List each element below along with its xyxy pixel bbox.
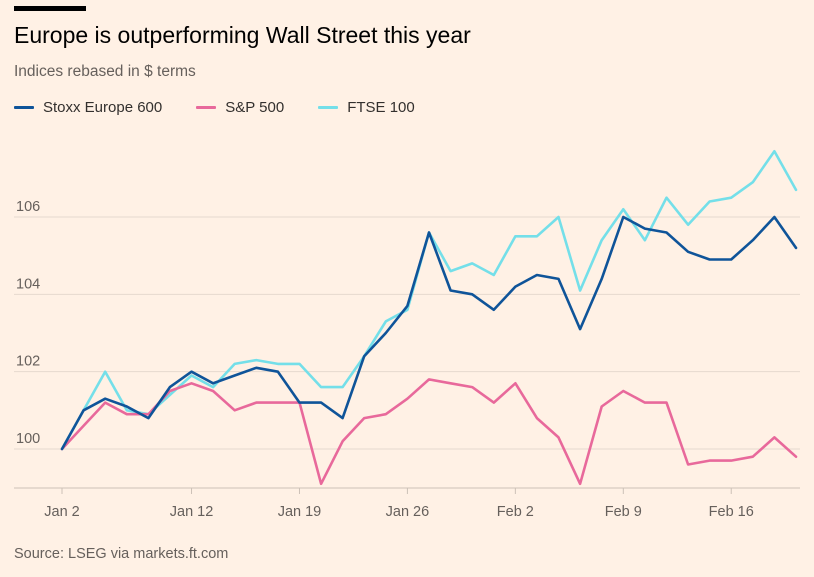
series-lines xyxy=(60,150,798,486)
series-line-stoxx xyxy=(60,215,798,451)
y-tick-label: 104 xyxy=(16,276,40,292)
x-tick-label: Feb 16 xyxy=(709,504,754,520)
source-note: Source: LSEG via markets.ft.com xyxy=(14,546,229,562)
series-line-ftse xyxy=(60,150,798,451)
legend-label-stoxx: Stoxx Europe 600 xyxy=(43,99,163,116)
x-tick-label: Jan 2 xyxy=(44,504,79,520)
y-tick-label: 102 xyxy=(16,354,40,370)
x-tick-label: Jan 12 xyxy=(170,504,214,520)
chart-title: Europe is outperforming Wall Street this… xyxy=(14,22,471,48)
series-line-sp500 xyxy=(60,378,798,486)
legend-swatch-stoxx xyxy=(14,106,34,109)
x-tick-label: Jan 26 xyxy=(386,504,430,520)
legend-swatch-ftse xyxy=(318,106,339,109)
legend-item-ftse: FTSE 100 xyxy=(318,99,415,116)
x-tick-label: Jan 19 xyxy=(278,504,322,520)
legend-item-stoxx: Stoxx Europe 600 xyxy=(14,99,162,116)
x-tick-label: Feb 9 xyxy=(605,504,642,520)
y-tick-label: 106 xyxy=(16,199,40,215)
chart-subtitle: Indices rebased in $ terms xyxy=(14,63,196,80)
y-tick-label: 100 xyxy=(16,431,40,447)
ft-accent-bar xyxy=(14,6,86,11)
legend-label-sp500: S&P 500 xyxy=(225,99,285,116)
x-tick-label: Feb 2 xyxy=(497,504,534,520)
legend-swatch-sp500 xyxy=(196,106,217,109)
legend-label-ftse: FTSE 100 xyxy=(347,99,415,116)
legend-item-sp500: S&P 500 xyxy=(196,99,284,116)
x-axis-ticks: Jan 2 Jan 12 Jan 19 Jan 26 Feb 2 Feb 9 Feb 16 xyxy=(44,488,754,520)
legend: Stoxx Europe 600 S&P 500 FTSE 100 xyxy=(14,99,449,116)
y-axis-ticks: 100 102 104 106 xyxy=(16,199,40,447)
